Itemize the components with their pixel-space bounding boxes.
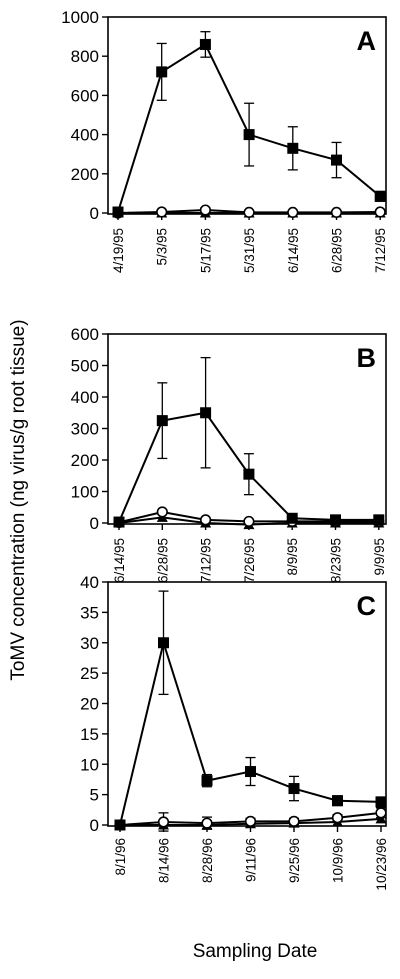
y-tick-label: 25	[80, 664, 99, 683]
x-tick-label: 7/12/95	[199, 538, 214, 583]
y-tick-label: 200	[71, 165, 99, 184]
x-tick-label: 8/28/96	[200, 838, 215, 883]
panel-label: A	[357, 26, 377, 56]
y-tick-label: 800	[71, 47, 99, 66]
data-point-square	[287, 142, 299, 154]
y-tick-label: 600	[71, 325, 99, 344]
x-tick-label: 5/17/95	[198, 228, 213, 273]
x-tick-label: 10/9/96	[331, 838, 346, 883]
y-tick-label: 30	[80, 634, 99, 653]
data-point-square	[243, 468, 255, 480]
chart-panel-c: 0 5 10 15 20 25 30 35 40 8/1/96 8/14/96 8/28/96 9/11…	[80, 573, 389, 891]
y-tick-label: 200	[71, 451, 99, 470]
y-tick-label: 5	[90, 786, 99, 805]
chart-panel-a: 0 200 400 600 800 1000 4/19/95 5/3/95 5/17/95 5/3…	[61, 8, 388, 273]
data-point-circle	[243, 515, 255, 528]
x-tick-label: 8/14/96	[157, 838, 172, 883]
data-point-square	[199, 38, 211, 50]
x-tick-label: 10/23/96	[374, 838, 389, 891]
data-point-circle	[331, 812, 344, 824]
y-tick-label: 10	[80, 755, 99, 774]
x-tick-label: 5/3/95	[155, 228, 170, 266]
x-tick-label: 8/9/95	[285, 538, 300, 576]
y-tick-label: 0	[90, 514, 99, 533]
y-tick-label: 400	[71, 388, 99, 407]
x-tick-label: 9/25/96	[287, 838, 302, 883]
plot-frame	[107, 16, 387, 215]
data-point-circle	[156, 206, 168, 218]
data-point-square	[375, 796, 387, 808]
x-tick-label: 6/14/95	[112, 538, 127, 583]
y-axis-title: ToMV concentration (ng virus/g root tiss…	[8, 319, 29, 680]
data-point-circle	[287, 206, 299, 219]
y-tick-label: 40	[80, 573, 99, 592]
data-point-square	[288, 783, 300, 795]
data-point-circle	[244, 815, 257, 827]
x-tick-label: 9/11/96	[244, 838, 259, 882]
chart-panel-b: 0 100 200 300 400 500 600 6/14/95 6/28/95 7/12/95…	[71, 325, 387, 583]
x-tick-label: 9/9/95	[372, 538, 387, 576]
data-point-square	[373, 514, 385, 526]
panel-label: B	[357, 343, 377, 373]
data-point-circle	[375, 807, 387, 819]
data-point-square	[156, 415, 168, 427]
y-tick-label: 20	[80, 695, 99, 714]
y-tick-label: 0	[90, 204, 99, 223]
x-tick-label: 7/12/95	[373, 228, 388, 273]
y-tick-label: 100	[71, 483, 99, 502]
data-point-square	[286, 512, 298, 524]
x-tick-label: 6/28/95	[330, 228, 345, 273]
data-point-square	[113, 516, 125, 528]
x-axis-title: Sampling Date	[193, 941, 318, 962]
data-point-circle	[330, 206, 343, 219]
y-tick-label: 400	[71, 126, 99, 145]
x-tick-label: 8/1/96	[113, 838, 128, 876]
data-point-square	[243, 129, 255, 141]
data-point-circle	[156, 506, 168, 518]
plot-frame	[107, 333, 387, 525]
data-point-circle	[374, 206, 386, 218]
y-tick-label: 0	[90, 816, 99, 835]
data-point-square	[332, 795, 343, 807]
data-point-square	[156, 66, 168, 78]
data-point-circle	[201, 817, 213, 829]
data-point-circle	[288, 815, 300, 827]
y-tick-label: 35	[80, 603, 99, 622]
data-point-square	[200, 407, 212, 419]
y-tick-label: 1000	[61, 8, 99, 27]
y-tick-label: 15	[80, 725, 99, 744]
y-tick-label: 300	[71, 420, 99, 439]
data-point-square	[158, 637, 169, 649]
data-point-square	[201, 775, 213, 787]
data-point-square	[112, 206, 124, 218]
data-point-circle	[243, 206, 255, 219]
x-tick-label: 7/26/95	[242, 538, 257, 583]
x-tick-label: 5/31/95	[242, 228, 257, 273]
y-tick-label: 600	[71, 86, 99, 105]
x-tick-label: 4/19/95	[111, 228, 126, 273]
data-point-circle	[157, 816, 170, 828]
data-point-square	[374, 190, 386, 202]
y-tick-label: 500	[71, 357, 99, 376]
data-point-square	[330, 514, 341, 526]
x-tick-label: 6/14/95	[286, 228, 301, 273]
panel-label: C	[357, 591, 377, 621]
data-point-circle	[199, 204, 211, 216]
data-point-square	[245, 766, 256, 778]
x-tick-label: 6/28/95	[155, 538, 170, 583]
data-point-circle	[200, 514, 212, 526]
x-tick-label: 8/23/95	[329, 538, 344, 583]
data-point-square	[114, 819, 126, 831]
data-point-square	[331, 154, 342, 166]
